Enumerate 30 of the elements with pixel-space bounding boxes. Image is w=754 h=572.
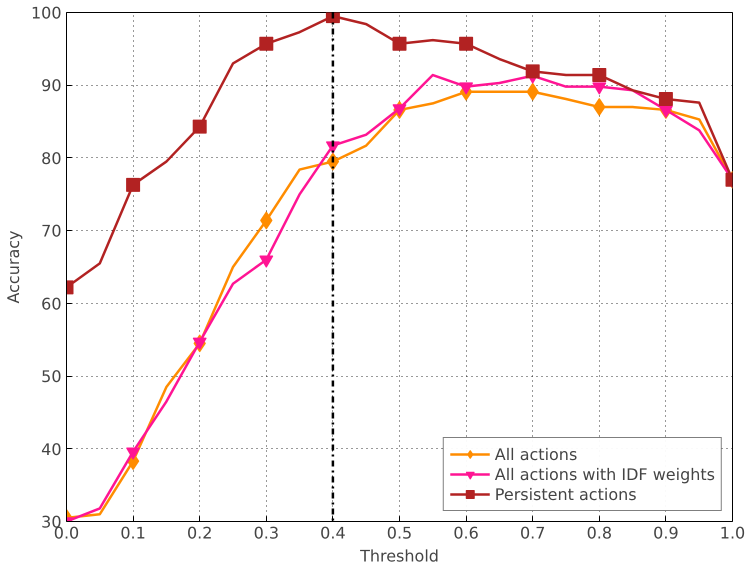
x-tick-label: 0.3 xyxy=(254,524,280,542)
y-tick-label: 40 xyxy=(41,440,62,459)
x-tick-label: 0.2 xyxy=(186,524,212,542)
y-tick-label: 80 xyxy=(41,148,62,168)
point xyxy=(126,178,140,192)
legend-label: Persistent actions xyxy=(494,484,637,504)
x-tick-label: 0.4 xyxy=(320,524,346,542)
y-tick-label: 70 xyxy=(41,222,62,241)
point xyxy=(592,68,606,82)
x-tick-label: 0.8 xyxy=(586,524,612,542)
x-tick-label: 0.9 xyxy=(653,524,679,542)
point xyxy=(259,36,274,51)
x-tick-label: 0.7 xyxy=(520,524,546,542)
x-tick-label: 0.6 xyxy=(453,524,479,542)
y-tick-label: 90 xyxy=(41,76,62,96)
x-tick-label: 0.1 xyxy=(120,524,146,542)
y-axis-title: Accuracy xyxy=(4,230,23,304)
x-axis-title: Threshold xyxy=(359,546,439,566)
point xyxy=(526,64,540,78)
y-tick-label: 60 xyxy=(41,294,62,314)
point xyxy=(192,120,207,134)
y-tick-label: 50 xyxy=(41,367,62,386)
point xyxy=(459,36,474,51)
point xyxy=(658,92,673,106)
y-tick-label: 100 xyxy=(30,4,62,22)
point xyxy=(392,36,406,51)
x-tick-label: 0.5 xyxy=(386,524,412,542)
legend-label: All actions xyxy=(494,444,578,464)
legend-label: All actions with IDF weights xyxy=(494,464,715,484)
x-tick-label: 1.0 xyxy=(720,524,746,542)
